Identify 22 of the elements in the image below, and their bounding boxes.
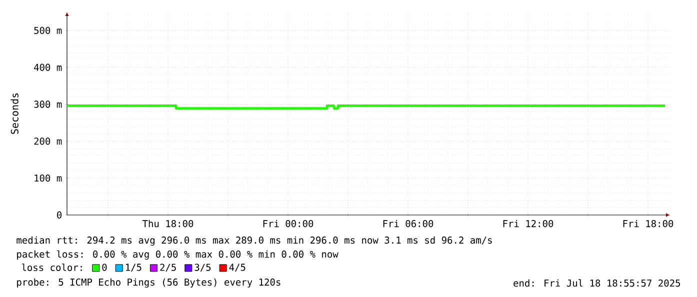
x-tick-label: Fri 06:00	[383, 220, 434, 228]
y-tick-label: 100 m	[34, 174, 62, 182]
x-tick-label: Fri 18:00	[623, 220, 674, 228]
y-tick-label: 200 m	[34, 138, 62, 145]
x-tick-label: Thu 18:00	[142, 220, 194, 228]
legend-label: 2/5	[160, 264, 176, 272]
text: packet loss: 0.00 % avg 0.00 % max 0.00 % min 0.00 % now	[17, 250, 338, 260]
y-tick-label: 0	[57, 211, 62, 219]
text: end: Fri Jul 18 18:55:57 2025	[514, 279, 680, 287]
text: probe: 5 ICMP Echo Pings (56 Bytes) every 120s	[17, 278, 280, 288]
y-axis-title: Seconds	[10, 93, 18, 134]
y-tick-label: 500 m	[34, 26, 62, 34]
legend-label: 0	[102, 264, 107, 271]
y-tick-label: 400 m	[34, 64, 62, 71]
legend-label: 1/5	[126, 264, 142, 272]
legend-label: 3/5	[194, 264, 211, 272]
text: median rtt: 294.2 ms avg 296.0 ms max 289.0 ms min 296.0 ms now 3.1 ms sd 96.2 am/s	[16, 236, 492, 246]
x-tick-label: Fri 00:00	[263, 220, 314, 228]
x-tick-label: Fri 12:00	[503, 220, 554, 228]
legend-title: loss color:	[22, 264, 82, 272]
y-tick-label: 300 m	[34, 100, 62, 108]
legend-label: 4/5	[229, 264, 246, 272]
